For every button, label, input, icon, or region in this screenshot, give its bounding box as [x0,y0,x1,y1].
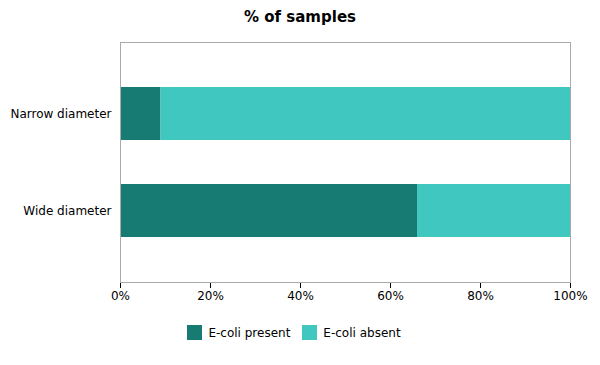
html-text:E-coli present: E-coli present [208,325,291,340]
svg-text:100%: 100% [553,289,587,303]
svg-text:40%: 40% [287,289,314,303]
svg-text:60%: 60% [377,289,404,303]
html-text:E-coli absent: E-coli absent [323,325,401,340]
html-text:% of samples: % of samples [244,8,356,26]
svg-text:80%: 80% [467,289,494,303]
svg-text:Narrow diameter: Narrow diameter [10,107,111,121]
svg-text:Wide diameter: Wide diameter [23,204,111,218]
svg-text:0%: 0% [111,289,130,303]
svg-text:20%: 20% [197,289,224,303]
